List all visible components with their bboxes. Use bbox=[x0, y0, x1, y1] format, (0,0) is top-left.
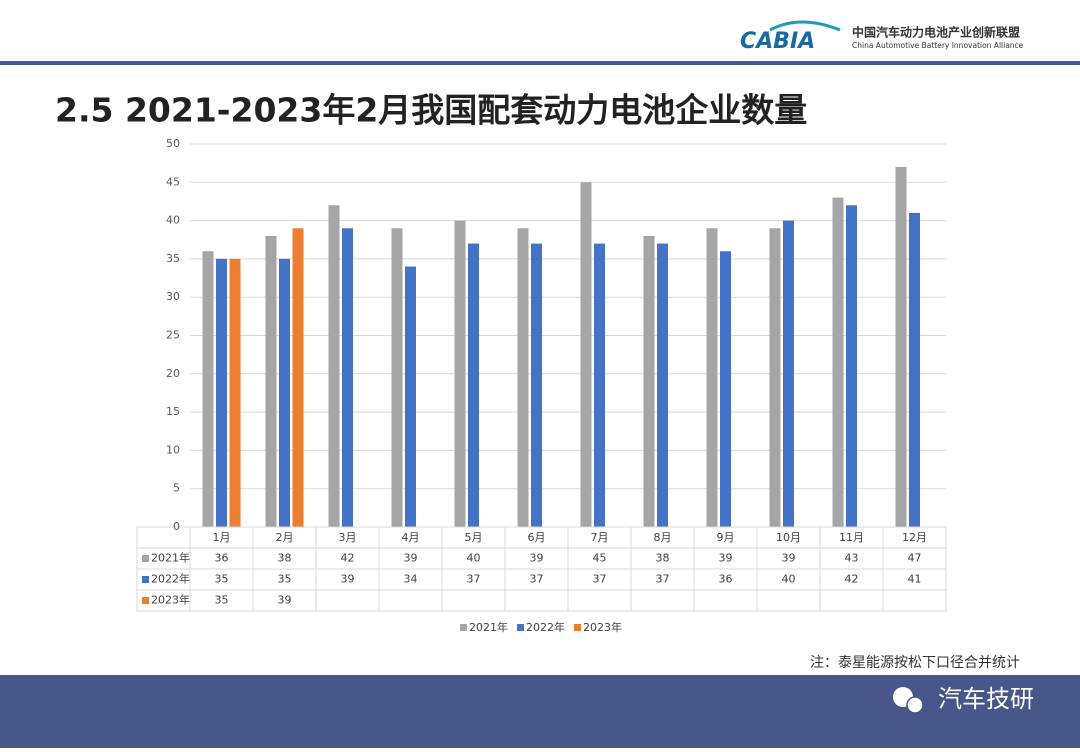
legend-label: 2023年 bbox=[583, 620, 622, 634]
table-value: 38 bbox=[656, 552, 670, 565]
y-tick-label: 45 bbox=[166, 175, 180, 188]
table-value: 36 bbox=[215, 552, 229, 565]
table-value: 34 bbox=[404, 573, 418, 586]
y-tick-label: 10 bbox=[166, 443, 180, 456]
footer-band bbox=[0, 675, 1080, 748]
chart-title: 2.5 2021-2023年2月我国配套动力电池企业数量 bbox=[55, 91, 807, 130]
table-swatch bbox=[142, 597, 149, 604]
x-tick-label: 7月 bbox=[591, 531, 609, 544]
x-tick-label: 11月 bbox=[839, 531, 864, 544]
x-tick-label: 9月 bbox=[717, 531, 735, 544]
y-tick-label: 40 bbox=[166, 214, 180, 227]
bar bbox=[531, 243, 542, 527]
legend-swatch bbox=[574, 624, 581, 631]
y-tick-label: 35 bbox=[166, 252, 180, 265]
x-tick-label: 12月 bbox=[902, 531, 927, 544]
x-tick-label: 1月 bbox=[213, 531, 231, 544]
bar bbox=[706, 228, 718, 527]
plot: 0 5 10 15 20 25 30 35 40 45 50 1月 36 35 35 2月 38 35 39 3月 42… bbox=[137, 137, 947, 634]
x-tick-label: 4月 bbox=[402, 531, 420, 544]
bar bbox=[643, 235, 655, 528]
table-value: 47 bbox=[908, 552, 922, 565]
x-tick-label: 5月 bbox=[465, 531, 483, 544]
bar bbox=[454, 220, 466, 527]
legend-label: 2021年 bbox=[469, 620, 508, 634]
table-value: 39 bbox=[278, 594, 292, 607]
table-value: 42 bbox=[845, 573, 859, 586]
table-value: 37 bbox=[656, 573, 670, 586]
bar bbox=[202, 251, 214, 528]
table-value: 42 bbox=[341, 552, 355, 565]
bar bbox=[265, 235, 277, 528]
table-value: 40 bbox=[782, 573, 796, 586]
bar bbox=[292, 228, 304, 527]
table-value: 41 bbox=[908, 573, 922, 586]
table-value: 39 bbox=[719, 552, 733, 565]
table-value: 36 bbox=[719, 573, 733, 586]
bar bbox=[846, 205, 857, 527]
x-tick-label: 10月 bbox=[776, 531, 801, 544]
legend-label: 2022年 bbox=[526, 620, 565, 634]
table-value: 39 bbox=[404, 552, 418, 565]
bar bbox=[517, 228, 529, 527]
table-value: 39 bbox=[530, 552, 544, 565]
y-tick-label: 25 bbox=[166, 329, 180, 342]
bar bbox=[580, 182, 592, 528]
x-tick-label: 8月 bbox=[654, 531, 672, 544]
bar bbox=[391, 228, 403, 527]
y-tick-label: 0 bbox=[173, 520, 180, 533]
x-tick-label: 6月 bbox=[528, 531, 546, 544]
footer-brand: 汽车技研 bbox=[938, 685, 1034, 713]
bar bbox=[769, 228, 781, 527]
y-tick-label: 5 bbox=[173, 482, 180, 495]
bar bbox=[895, 166, 907, 528]
bar bbox=[279, 258, 290, 527]
bar bbox=[229, 258, 241, 527]
legend-swatch bbox=[517, 624, 524, 631]
org-en: China Automotive Battery Innovation Alli… bbox=[852, 41, 1024, 50]
table-value: 39 bbox=[782, 552, 796, 565]
bar bbox=[657, 243, 668, 527]
bar bbox=[594, 243, 605, 527]
bar bbox=[783, 220, 794, 527]
bar bbox=[468, 243, 479, 527]
bar bbox=[405, 266, 416, 527]
y-tick-label: 15 bbox=[166, 405, 180, 418]
table-value: 35 bbox=[215, 594, 229, 607]
table-value: 35 bbox=[278, 573, 292, 586]
table-value: 45 bbox=[593, 552, 607, 565]
table-value: 38 bbox=[278, 552, 292, 565]
table-value: 37 bbox=[593, 573, 607, 586]
org-cn: 中国汽车动力电池产业创新联盟 bbox=[852, 25, 1020, 40]
bar bbox=[328, 205, 340, 527]
legend-swatch bbox=[460, 624, 467, 631]
table-series-name: 2023年 bbox=[151, 593, 190, 607]
x-tick-label: 2月 bbox=[276, 531, 294, 544]
x-tick-label: 3月 bbox=[339, 531, 357, 544]
bar bbox=[216, 258, 227, 527]
bar bbox=[909, 212, 920, 527]
table-series-name: 2021年 bbox=[151, 551, 190, 565]
table-value: 43 bbox=[845, 552, 859, 565]
table-swatch bbox=[142, 555, 149, 562]
bar bbox=[832, 197, 844, 527]
table-value: 40 bbox=[467, 552, 481, 565]
bar bbox=[342, 228, 353, 527]
table-value: 37 bbox=[530, 573, 544, 586]
y-tick-label: 30 bbox=[166, 290, 180, 303]
bar bbox=[720, 251, 731, 528]
y-tick-label: 20 bbox=[166, 367, 180, 380]
y-tick-label: 50 bbox=[166, 137, 180, 150]
header-rule bbox=[0, 61, 1080, 65]
note: 注：泰星能源按松下口径合并统计 bbox=[810, 655, 1020, 671]
table-swatch bbox=[142, 576, 149, 583]
logo-arc bbox=[769, 20, 841, 32]
logo: CABIA bbox=[740, 29, 815, 54]
wechat-icon bbox=[906, 696, 924, 714]
table-value: 39 bbox=[341, 573, 355, 586]
table-value: 35 bbox=[215, 573, 229, 586]
table-series-name: 2022年 bbox=[151, 572, 190, 586]
table-value: 37 bbox=[467, 573, 481, 586]
